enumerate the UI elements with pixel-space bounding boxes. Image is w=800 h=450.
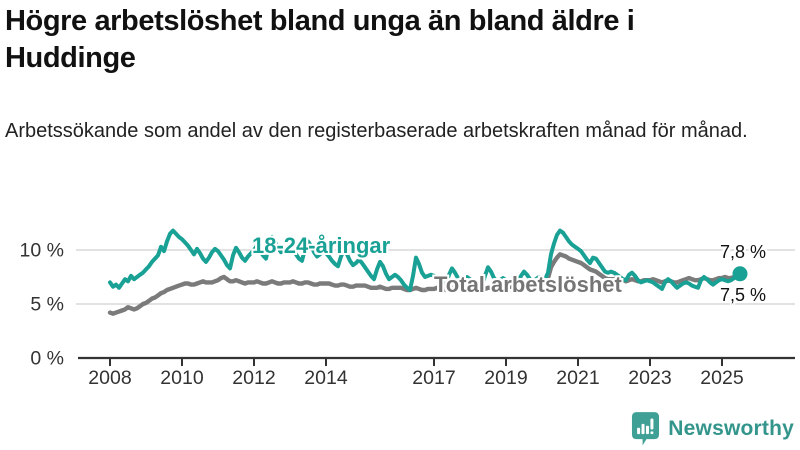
series-label-young: 18-24-åringar bbox=[252, 233, 391, 258]
x-tick-label: 2012 bbox=[232, 367, 275, 389]
latest-value-dot bbox=[732, 266, 748, 282]
y-tick-label: 5 % bbox=[30, 294, 64, 316]
x-tick-label: 2008 bbox=[88, 367, 131, 389]
x-tick-label: 2017 bbox=[412, 367, 455, 389]
page-subtitle: Arbetssökande som andel av den registerb… bbox=[5, 120, 748, 142]
line-young bbox=[108, 228, 742, 292]
x-tick-label: 2010 bbox=[160, 367, 204, 389]
end-value-total: 7,5 % bbox=[719, 285, 766, 305]
x-tick-label: 2021 bbox=[556, 367, 599, 389]
page-title: Högre arbetslöshet bland unga än bland ä… bbox=[5, 5, 635, 74]
end-value-young: 7,8 % bbox=[719, 242, 766, 262]
series-label-total: Total arbetslöshet bbox=[434, 272, 622, 297]
brand-footer: Newsworthy bbox=[631, 411, 794, 447]
line-total bbox=[107, 252, 743, 316]
newsworthy-logo-icon bbox=[632, 412, 660, 446]
x-tick-label: 2023 bbox=[628, 367, 671, 389]
x-tick-label: 2025 bbox=[700, 367, 744, 389]
brand-name: Newsworthy bbox=[668, 417, 794, 440]
y-tick-label: 10 % bbox=[20, 240, 64, 262]
x-tick-label: 2019 bbox=[484, 367, 527, 389]
x-tick-label: 2014 bbox=[304, 367, 348, 389]
y-tick-label: 0 % bbox=[30, 348, 64, 370]
